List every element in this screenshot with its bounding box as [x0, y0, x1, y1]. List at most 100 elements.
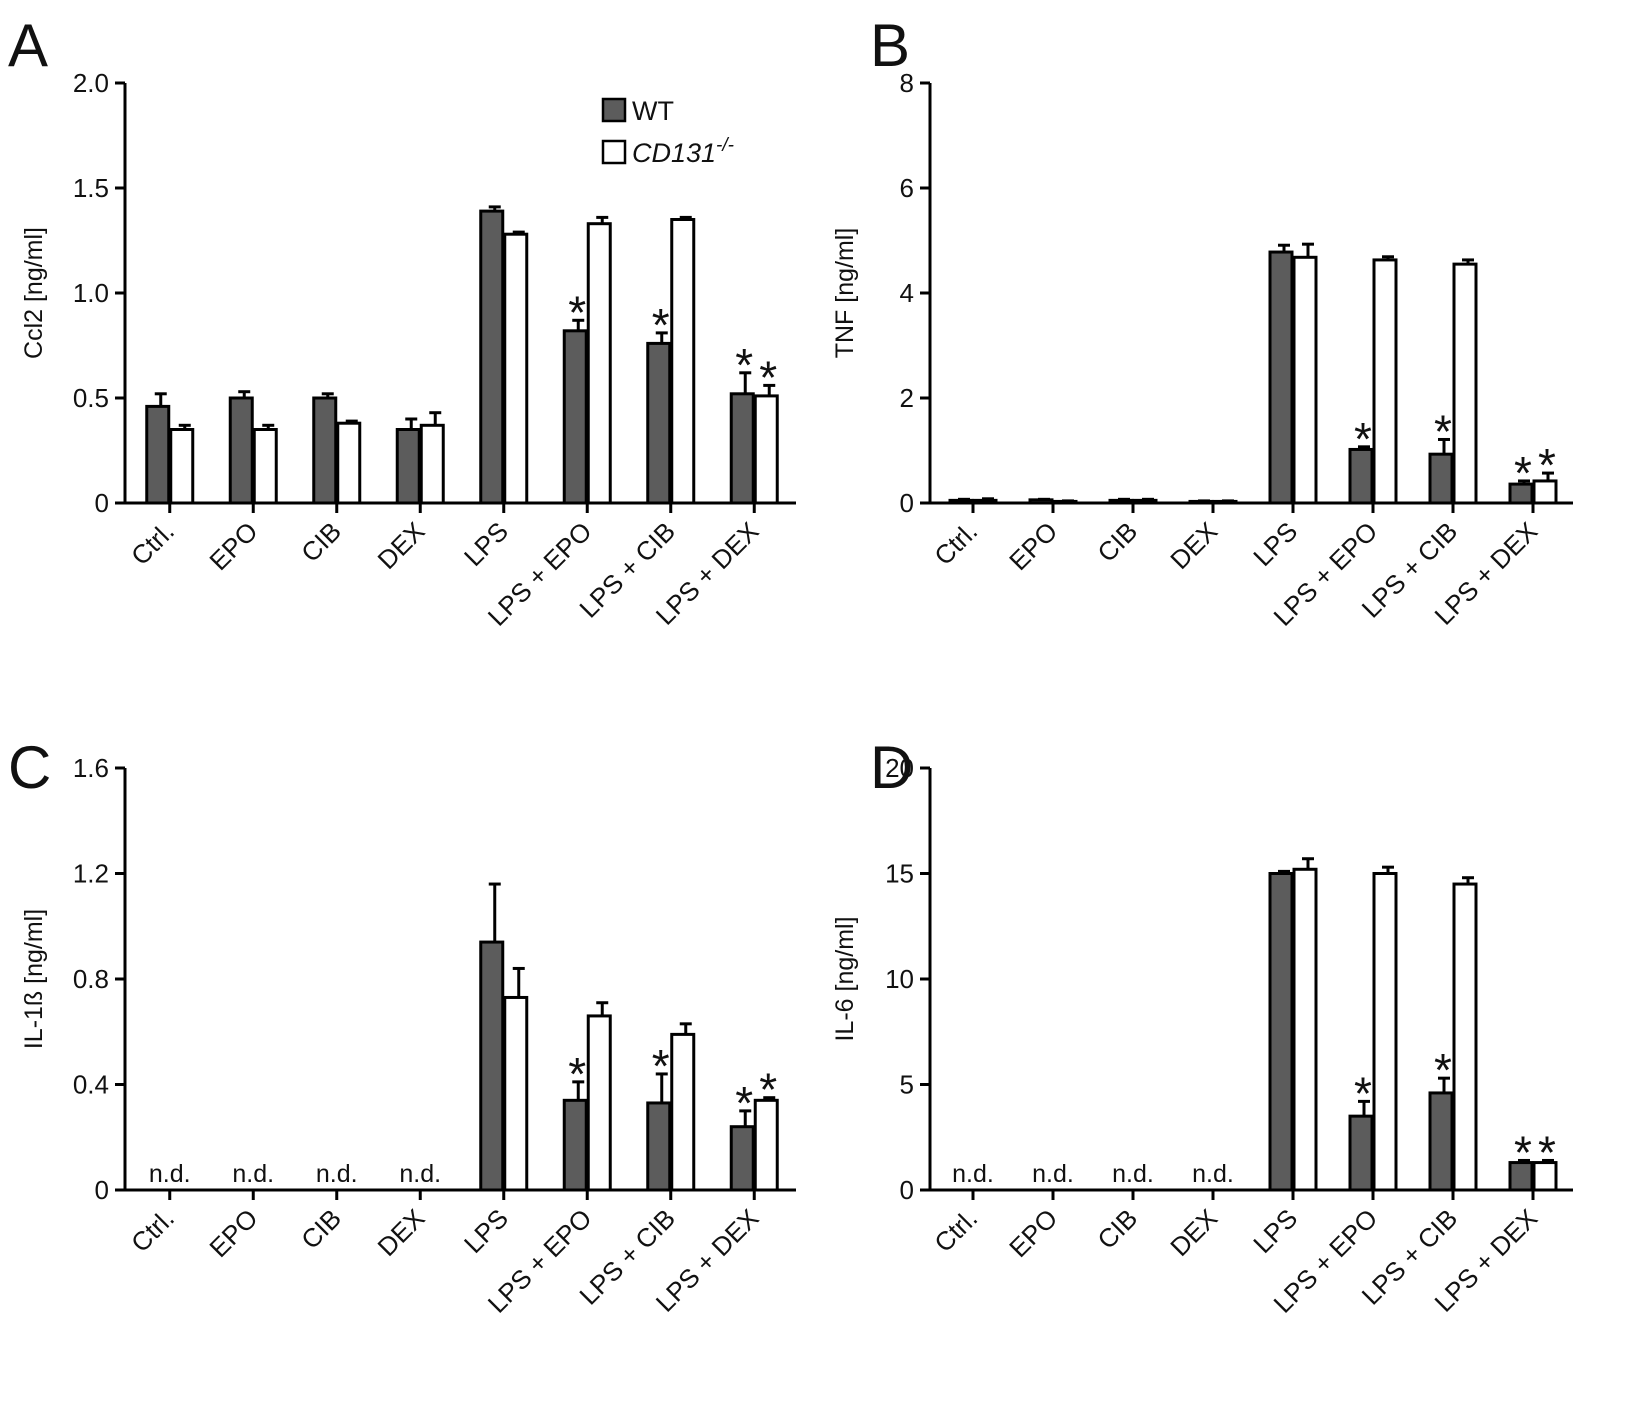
significance-star: * [735, 339, 753, 391]
bar-wt [646, 341, 672, 505]
y-tick-label: 1.0 [73, 278, 109, 308]
not-detected-label: n.d. [1192, 1160, 1234, 1188]
x-tick-label: Ctrl. [928, 516, 983, 571]
y-tick-label: 8 [900, 68, 914, 98]
y-tick-label: 6 [900, 173, 914, 203]
bar-wt [1268, 872, 1294, 1192]
y-tick-label: 1.2 [73, 859, 109, 889]
significance-star: * [1538, 439, 1556, 491]
panel-letter-d: D [870, 734, 913, 801]
y-tick-label: 0.5 [73, 383, 109, 413]
y-tick-label: 10 [885, 964, 914, 994]
y-tick-label: 4 [900, 278, 914, 308]
significance-star: * [735, 1077, 753, 1129]
not-detected-label: n.d. [1112, 1160, 1154, 1188]
legend: WT CD131-/- [601, 96, 734, 168]
x-tick-label: DEX [371, 516, 430, 575]
y-tick-label: 0 [900, 488, 914, 518]
bar-cd131 [1452, 882, 1478, 1192]
bar-wt [1268, 250, 1294, 505]
significance-star: * [759, 351, 777, 403]
x-tick-label: Ctrl. [125, 1203, 180, 1258]
x-tick-label: CIB [295, 516, 347, 568]
bar-wt [1348, 1114, 1374, 1192]
significance-star: * [1514, 1126, 1532, 1178]
y-tick-label: 0 [95, 488, 109, 518]
x-tick-label: CIB [295, 1203, 347, 1255]
bar-wt [729, 1125, 755, 1192]
significance-star: * [568, 1048, 586, 1100]
legend-label-cd131: CD131-/- [632, 135, 734, 168]
bar-cd131 [252, 428, 278, 505]
bar-wt [312, 396, 338, 505]
significance-star: * [568, 286, 586, 338]
bar-cd131 [586, 222, 612, 505]
legend-label-cd131-name: CD131 [632, 138, 716, 168]
bar-wt [395, 428, 421, 505]
x-tick-label: DEX [371, 1203, 430, 1262]
y-axis-label: Ccl2 [ng/ml] [20, 227, 48, 359]
x-tick-label: LPS [1247, 1203, 1303, 1259]
x-tick-label: Ctrl. [928, 1203, 983, 1258]
bar-cd131 [753, 394, 779, 505]
bar-wt [479, 940, 505, 1192]
x-tick-label: EPO [203, 516, 263, 576]
bar-wt [562, 329, 588, 505]
not-detected-label: n.d. [149, 1160, 191, 1188]
bar-wt [729, 392, 755, 505]
panel-letter-b: B [870, 12, 910, 79]
bar-cd131 [336, 421, 362, 505]
bar-cd131 [1372, 872, 1398, 1192]
bar-cd131 [1532, 1161, 1558, 1192]
legend-swatch-wt [601, 97, 627, 123]
legend-swatch-cd131 [601, 139, 627, 165]
bar-cd131 [419, 423, 445, 505]
x-tick-label: CIB [1091, 516, 1143, 568]
bar-wt [1428, 452, 1454, 505]
bar-wt [1508, 1161, 1534, 1192]
y-tick-label: 20 [885, 753, 914, 783]
panel-letter-a: A [8, 12, 48, 79]
bar-wt [228, 396, 254, 505]
significance-star: * [652, 1040, 670, 1092]
bar-cd131 [1372, 258, 1398, 505]
bar-wt [562, 1098, 588, 1192]
y-tick-label: 0.4 [73, 1070, 109, 1100]
bar-wt [646, 1101, 672, 1192]
bar-cd131 [972, 498, 998, 505]
bar-cd131 [753, 1098, 779, 1192]
legend-label-cd131-superscript: -/- [716, 135, 734, 156]
x-tick-label: LPS [458, 1203, 514, 1259]
y-tick-label: 1.6 [73, 753, 109, 783]
y-tick-label: 5 [900, 1070, 914, 1100]
bar-cd131 [503, 995, 529, 1192]
significance-star: * [1434, 405, 1452, 457]
bar-cd131 [169, 428, 195, 505]
x-tick-label: EPO [1003, 516, 1063, 576]
bar-cd131 [670, 218, 696, 505]
significance-star: * [1354, 1067, 1372, 1119]
bar-wt [145, 404, 171, 505]
not-detected-label: n.d. [232, 1160, 274, 1188]
y-tick-label: 2.0 [73, 68, 109, 98]
x-tick-label: Ctrl. [125, 516, 180, 571]
bar-cd131 [1532, 479, 1558, 505]
panel-letter-c: C [8, 734, 51, 801]
y-tick-label: 0 [900, 1175, 914, 1205]
significance-star: * [1538, 1126, 1556, 1178]
bar-wt [1428, 1091, 1454, 1192]
y-tick-label: 15 [885, 859, 914, 889]
bar-cd131 [1292, 255, 1318, 505]
bar-wt [1348, 447, 1374, 505]
bar-cd131 [1452, 262, 1478, 505]
significance-star: * [1434, 1044, 1452, 1096]
x-tick-label: EPO [203, 1203, 263, 1263]
bar-cd131 [670, 1032, 696, 1192]
y-axis-label: TNF [ng/ml] [831, 228, 859, 359]
x-tick-label: LPS [1247, 516, 1303, 572]
x-tick-label: DEX [1164, 516, 1223, 575]
not-detected-label: n.d. [399, 1160, 441, 1188]
bar-cd131 [503, 232, 529, 505]
